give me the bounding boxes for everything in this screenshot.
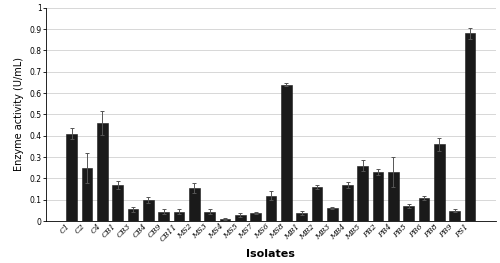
Bar: [220, 219, 230, 221]
Bar: [66, 134, 77, 221]
Bar: [204, 212, 215, 221]
Bar: [327, 208, 338, 221]
Bar: [373, 172, 384, 221]
X-axis label: Isolates: Isolates: [246, 249, 296, 259]
Bar: [312, 187, 322, 221]
Bar: [281, 84, 291, 221]
Bar: [404, 206, 414, 221]
Bar: [82, 168, 92, 221]
Bar: [235, 215, 246, 221]
Bar: [464, 33, 475, 221]
Bar: [158, 212, 169, 221]
Bar: [266, 196, 276, 221]
Bar: [189, 188, 200, 221]
Bar: [97, 123, 108, 221]
Bar: [112, 185, 123, 221]
Bar: [434, 144, 445, 221]
Bar: [388, 172, 399, 221]
Bar: [174, 212, 184, 221]
Bar: [418, 198, 430, 221]
Bar: [250, 213, 261, 221]
Bar: [450, 210, 460, 221]
Bar: [143, 200, 154, 221]
Bar: [296, 213, 307, 221]
Bar: [358, 166, 368, 221]
Bar: [128, 209, 138, 221]
Y-axis label: Enzyme activity (U/mL): Enzyme activity (U/mL): [14, 57, 24, 171]
Bar: [342, 185, 353, 221]
